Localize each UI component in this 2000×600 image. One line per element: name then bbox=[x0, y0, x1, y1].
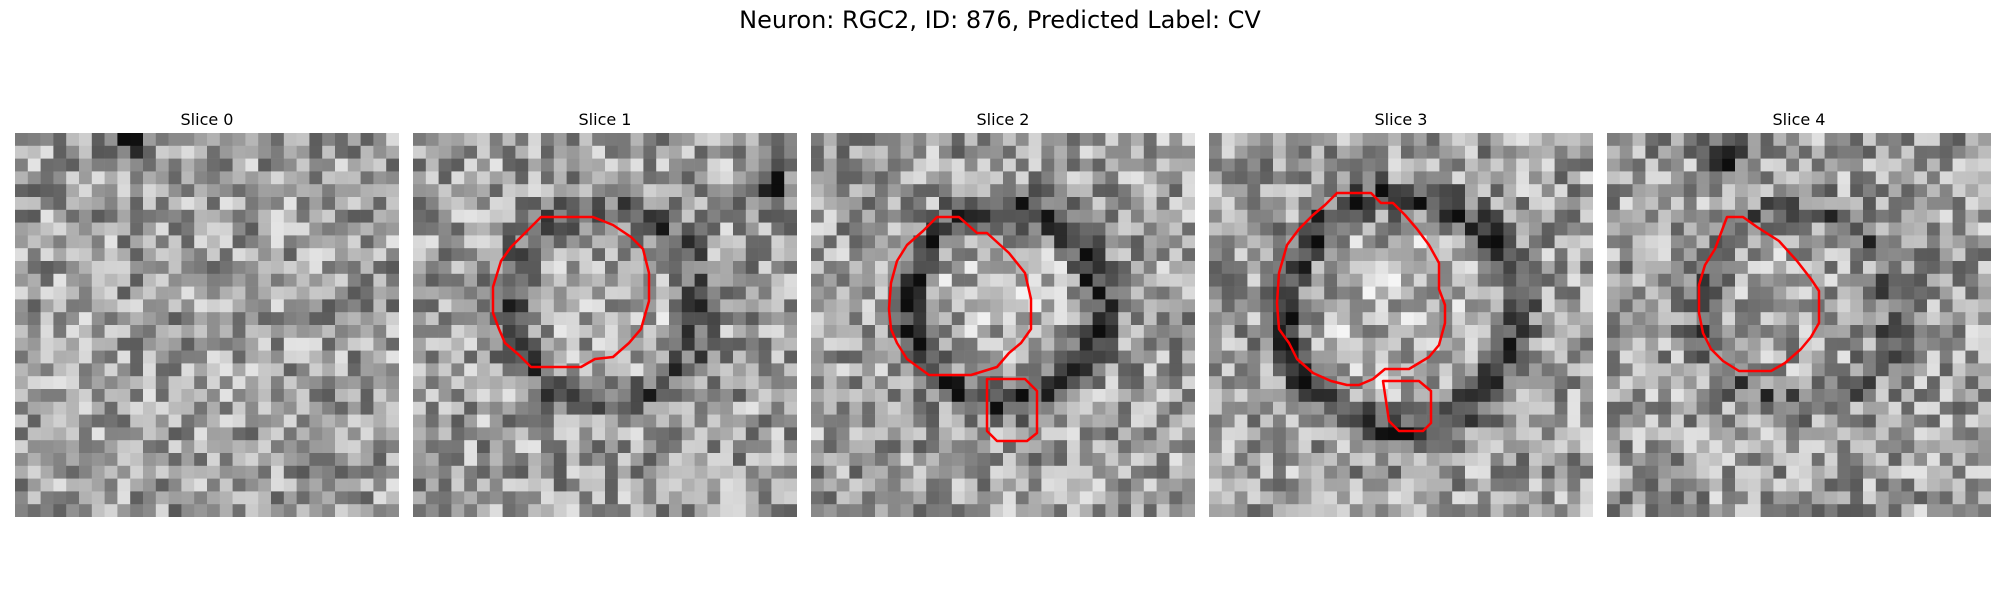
cell-contour bbox=[491, 215, 651, 369]
panel-title-slice-1: Slice 1 bbox=[578, 110, 632, 129]
pixel-grid bbox=[413, 133, 797, 517]
pixel-grid bbox=[1209, 133, 1593, 517]
cell-contour bbox=[1275, 191, 1447, 387]
figure-title: Neuron: RGC2, ID: 876, Predicted Label: … bbox=[739, 6, 1261, 34]
slice-3-image bbox=[1209, 133, 1593, 517]
pixel-grid bbox=[1607, 133, 1991, 517]
panel-title-slice-4: Slice 4 bbox=[1772, 110, 1826, 129]
cell-contour bbox=[887, 215, 1033, 377]
panel-title-slice-3: Slice 3 bbox=[1374, 110, 1428, 129]
slice-4-image bbox=[1607, 133, 1991, 517]
panel-title-slice-0: Slice 0 bbox=[180, 110, 234, 129]
slice-1-image bbox=[413, 133, 797, 517]
cell-contour bbox=[1697, 215, 1821, 373]
pixel-grid bbox=[811, 133, 1195, 517]
pixel-grid bbox=[15, 133, 399, 517]
inner-contour bbox=[1381, 379, 1433, 433]
slice-2-image bbox=[811, 133, 1195, 517]
slice-0-image bbox=[15, 133, 399, 517]
inner-contour bbox=[985, 377, 1039, 443]
panel-title-slice-2: Slice 2 bbox=[976, 110, 1030, 129]
